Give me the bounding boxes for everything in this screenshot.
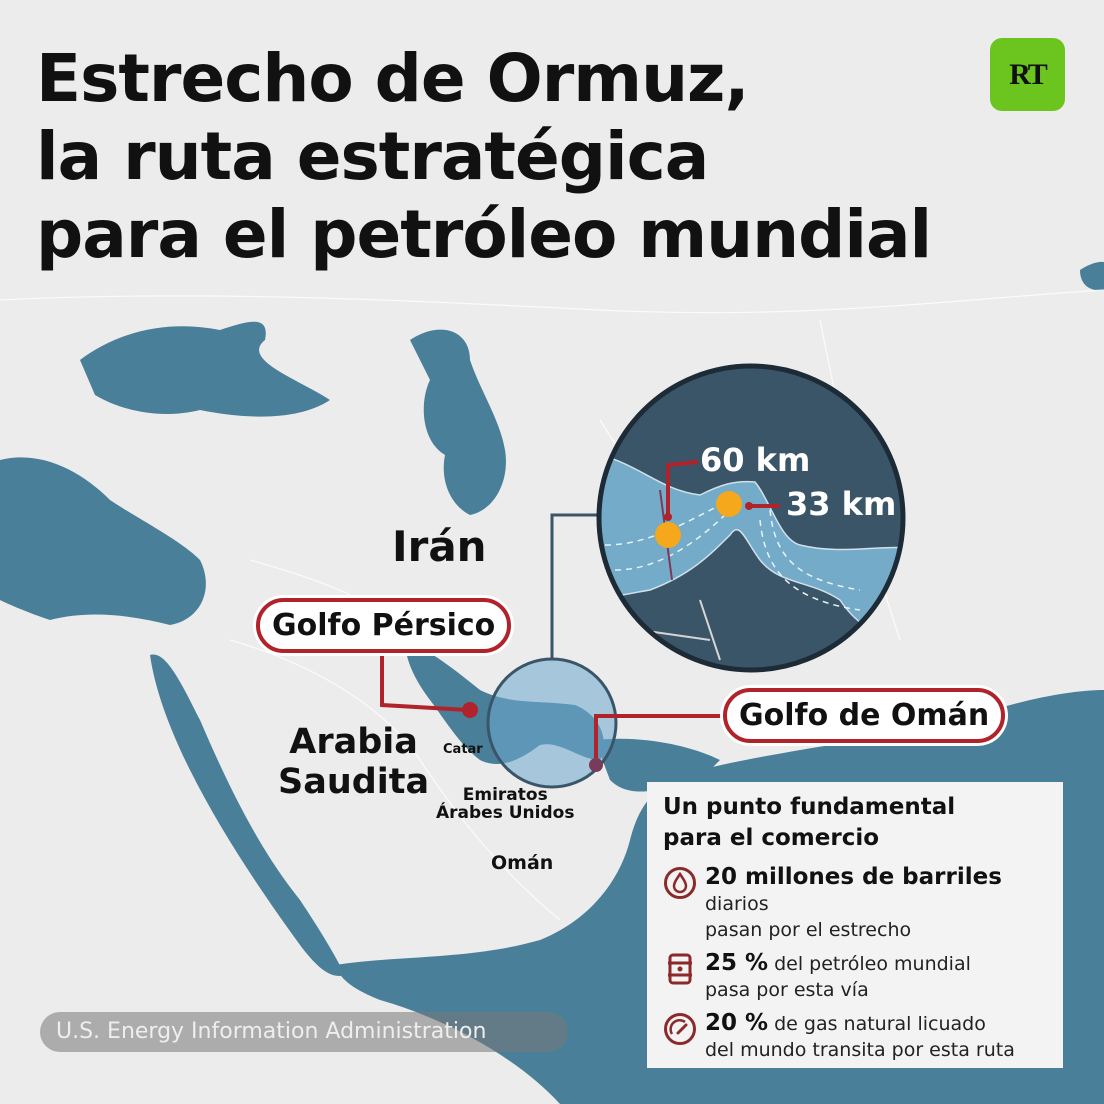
fact-text: 20 % de gas natural licuado del mundo tra… xyxy=(705,1010,1015,1063)
source-credit: U.S. Energy Information Administration xyxy=(40,1012,568,1052)
fact-value: 20 millones de barriles xyxy=(705,864,1002,890)
callout-persian-gulf: Golfo Pérsico xyxy=(256,598,512,653)
strait-zoom-circle xyxy=(486,657,618,789)
title-line: para el petróleo mundial xyxy=(36,196,932,273)
label-line: Emiratos xyxy=(462,785,548,805)
oil-drop-icon xyxy=(664,867,696,899)
fact-desc: diarios xyxy=(705,893,769,915)
label-iran: Irán xyxy=(392,522,487,571)
title-line: Estrecho de Ormuz, xyxy=(36,40,750,117)
fact-text: 25 % del petróleo mundial pasa por esta v… xyxy=(705,950,971,1003)
heading-line: Un punto fundamental xyxy=(663,794,956,820)
page-title: Estrecho de Ormuz, la ruta estratégica p… xyxy=(36,40,932,274)
fact-value: 25 % xyxy=(705,950,769,976)
fact-desc: del mundo transita por esta ruta xyxy=(705,1039,1015,1061)
strait-inset xyxy=(596,363,906,673)
mediterranean-sea xyxy=(0,457,206,625)
fact-text: 20 millones de barriles diarios pasan por… xyxy=(705,864,1047,943)
label-saudi-arabia: Arabia Saudita xyxy=(278,722,429,802)
fact-desc: de gas natural licuado xyxy=(768,1013,986,1035)
gulf-of-oman xyxy=(595,738,720,792)
label-60km: 60 km xyxy=(700,441,811,479)
label-line: Saudita xyxy=(278,762,430,802)
label-line: Árabes Unidos xyxy=(436,803,575,823)
marker-60km xyxy=(655,522,681,548)
label-oman: Omán xyxy=(491,852,554,874)
gauge-icon xyxy=(664,1013,696,1045)
info-box: Un punto fundamental para el comercio 20… xyxy=(647,782,1063,1068)
caspian-sea xyxy=(410,329,506,515)
fact-lng-share: 20 % de gas natural licuado del mundo tra… xyxy=(663,1010,1047,1063)
callout-gulf-of-oman: Golfo de Omán xyxy=(723,688,1006,743)
fact-oil-flow: 20 millones de barriles diarios pasan por… xyxy=(663,864,1047,943)
marker-33km xyxy=(716,491,742,517)
title-line: la ruta estratégica xyxy=(36,118,709,195)
label-33km: 33 km xyxy=(786,485,897,523)
fact-desc: pasa por esta vía xyxy=(705,979,869,1001)
fact-value: 20 % xyxy=(705,1010,769,1036)
red-sea xyxy=(150,654,345,976)
fact-oil-share: 25 % del petróleo mundial pasa por esta v… xyxy=(663,950,1047,1003)
black-sea xyxy=(80,321,330,417)
info-heading: Un punto fundamental para el comercio xyxy=(663,792,1047,854)
rt-logo: RT xyxy=(990,38,1065,111)
fact-desc: pasan por el estrecho xyxy=(705,919,912,941)
heading-line: para el comercio xyxy=(663,825,880,851)
label-uae: Emiratos Árabes Unidos xyxy=(436,786,574,822)
label-line: Arabia xyxy=(289,722,418,762)
label-qatar: Catar xyxy=(443,742,483,757)
oil-barrel-icon xyxy=(668,953,692,985)
fact-desc: del petróleo mundial xyxy=(768,953,971,975)
